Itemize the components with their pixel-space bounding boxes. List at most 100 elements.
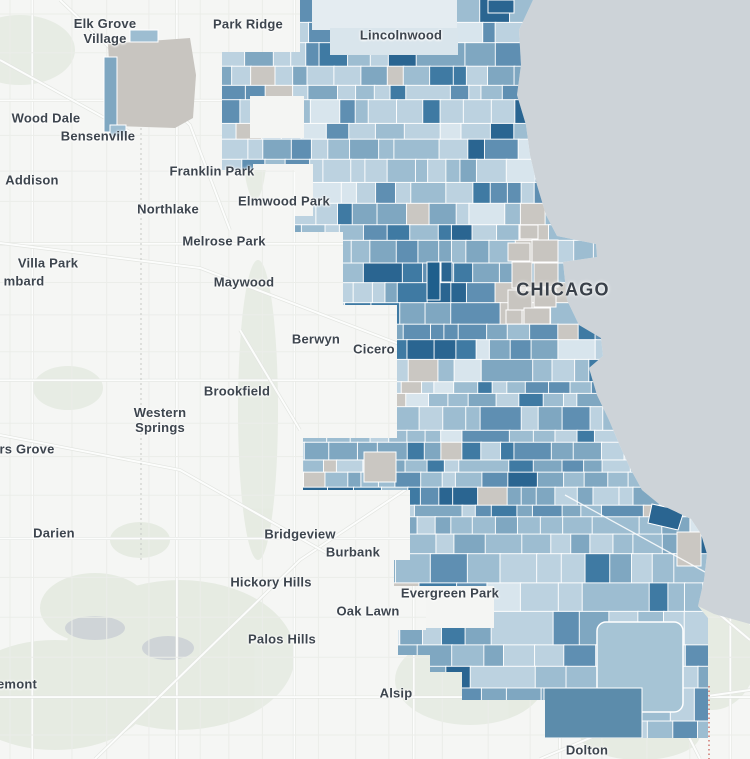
census-tract[interactable] <box>521 533 553 555</box>
census-tract[interactable] <box>406 441 426 462</box>
census-tract[interactable] <box>338 224 365 242</box>
census-tract[interactable] <box>519 582 560 613</box>
census-tract[interactable] <box>290 138 313 161</box>
census-tract[interactable] <box>495 392 521 408</box>
census-tract[interactable] <box>461 429 511 444</box>
census-tract[interactable] <box>581 582 651 613</box>
census-tract[interactable] <box>612 533 635 555</box>
census-tract[interactable] <box>490 504 519 519</box>
census-tract[interactable] <box>468 84 483 101</box>
census-tract[interactable] <box>394 471 422 489</box>
census-tract[interactable] <box>632 533 664 555</box>
census-tract[interactable] <box>466 553 502 585</box>
census-tract[interactable] <box>534 665 568 690</box>
census-tract[interactable] <box>472 262 501 284</box>
census-tract[interactable] <box>402 323 432 341</box>
census-tract[interactable] <box>580 504 603 519</box>
census-tract[interactable] <box>530 339 560 361</box>
census-tract[interactable] <box>483 644 505 668</box>
census-tract[interactable] <box>453 262 474 284</box>
census-tract[interactable] <box>583 459 604 474</box>
census-tract[interactable] <box>434 516 453 536</box>
census-tract[interactable] <box>325 122 351 141</box>
census-tract[interactable] <box>438 486 454 507</box>
census-tract[interactable] <box>400 381 423 395</box>
census-tract[interactable] <box>486 323 509 341</box>
census-tract[interactable] <box>506 323 531 341</box>
census-tract[interactable] <box>542 392 565 408</box>
census-tract[interactable] <box>442 406 468 432</box>
census-tract[interactable] <box>516 516 542 536</box>
census-tract[interactable] <box>667 582 686 613</box>
census-tract[interactable] <box>410 181 448 205</box>
census-tract[interactable] <box>457 323 488 341</box>
census-tract[interactable] <box>449 84 471 101</box>
census-tract[interactable] <box>262 138 293 161</box>
census-tract[interactable] <box>405 84 452 101</box>
census-tract[interactable] <box>364 158 389 184</box>
census-tract[interactable] <box>302 459 325 474</box>
census-tract[interactable] <box>561 406 592 432</box>
census-tract[interactable] <box>531 504 564 519</box>
census-tract[interactable] <box>310 181 343 205</box>
census-tract[interactable] <box>406 429 427 444</box>
census-tract[interactable] <box>402 65 431 87</box>
census-tract[interactable] <box>520 181 536 205</box>
census-tract[interactable] <box>499 553 538 585</box>
census-tract[interactable] <box>481 471 510 489</box>
census-tract[interactable] <box>352 282 374 304</box>
census-tract[interactable] <box>536 471 565 489</box>
census-tract[interactable] <box>631 553 654 585</box>
census-tract[interactable] <box>386 158 417 184</box>
census-tract[interactable] <box>303 441 331 462</box>
census-tract[interactable] <box>428 202 458 227</box>
census-tract[interactable] <box>399 302 427 326</box>
census-tract[interactable] <box>490 99 517 125</box>
census-tract[interactable] <box>537 406 564 432</box>
census-tract[interactable] <box>450 282 468 304</box>
census-tract[interactable] <box>563 644 597 668</box>
census-tract[interactable] <box>420 471 444 489</box>
census-tract[interactable] <box>429 65 455 87</box>
census-tract[interactable] <box>435 533 456 555</box>
census-tract[interactable] <box>300 122 328 141</box>
census-tract[interactable] <box>513 441 553 462</box>
census-tract[interactable] <box>465 406 482 432</box>
census-tract[interactable] <box>583 471 610 489</box>
census-tract[interactable] <box>347 471 363 489</box>
census-tract[interactable] <box>471 224 498 242</box>
census-tract[interactable] <box>274 65 294 87</box>
census-tract[interactable] <box>419 486 441 507</box>
census-tract[interactable] <box>322 158 353 184</box>
census-tract[interactable] <box>450 516 474 536</box>
census-tract[interactable] <box>475 339 491 361</box>
no-data-tract[interactable] <box>533 262 559 288</box>
census-tract[interactable] <box>376 202 408 227</box>
census-tract[interactable] <box>550 533 573 555</box>
census-tract[interactable] <box>519 202 547 227</box>
census-tract[interactable] <box>445 181 475 205</box>
census-tract[interactable] <box>460 122 492 141</box>
census-tract[interactable] <box>328 441 359 462</box>
census-tract[interactable] <box>350 158 367 184</box>
census-tract[interactable] <box>324 471 350 489</box>
census-tract[interactable] <box>550 441 575 462</box>
census-tract[interactable] <box>439 122 463 141</box>
census-tract[interactable] <box>350 239 372 265</box>
census-tract[interactable] <box>459 158 478 184</box>
census-tract[interactable] <box>651 553 676 585</box>
no-data-tract[interactable] <box>507 289 533 311</box>
census-tract[interactable] <box>520 406 540 432</box>
census-tract[interactable] <box>563 471 586 489</box>
no-data-tract[interactable] <box>531 239 559 263</box>
census-tract[interactable] <box>416 516 437 536</box>
census-tract[interactable] <box>479 406 523 432</box>
census-tract[interactable] <box>348 122 377 141</box>
census-tract[interactable] <box>374 122 406 141</box>
census-tract[interactable] <box>465 65 489 87</box>
census-tract[interactable] <box>371 282 387 304</box>
census-tract[interactable] <box>468 202 507 227</box>
census-tract[interactable] <box>589 406 605 432</box>
census-tract[interactable] <box>475 158 508 184</box>
